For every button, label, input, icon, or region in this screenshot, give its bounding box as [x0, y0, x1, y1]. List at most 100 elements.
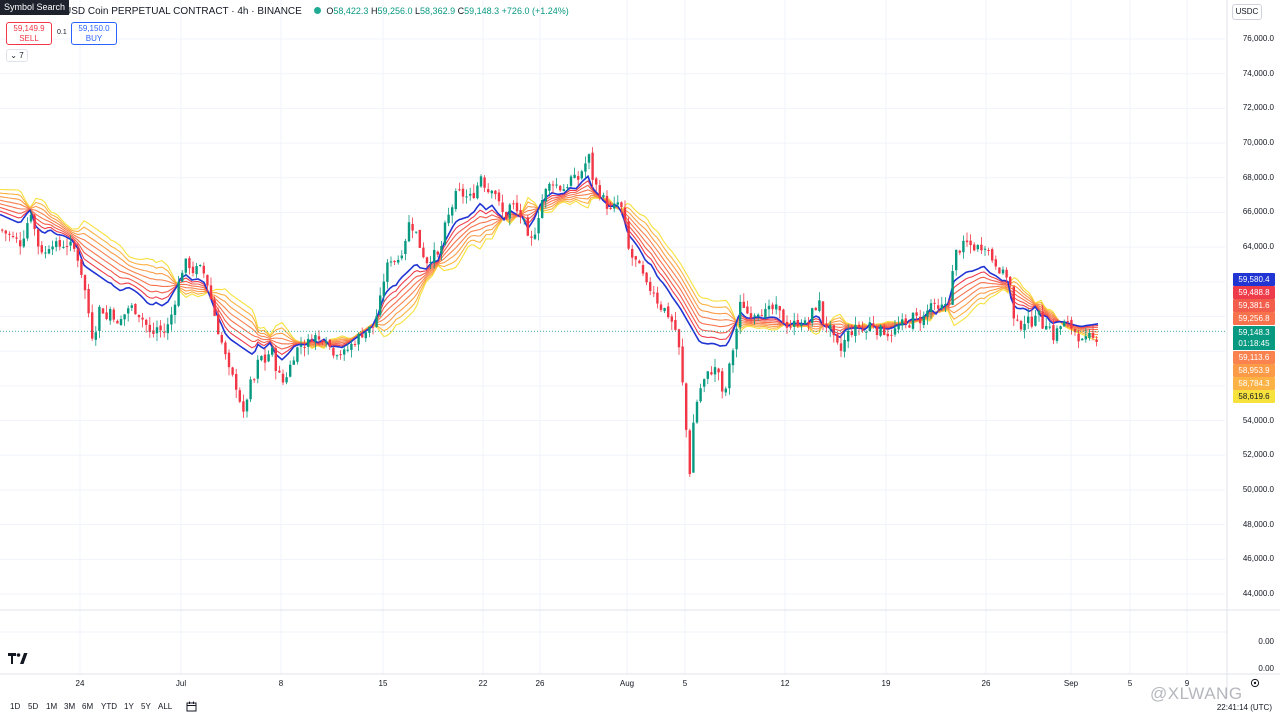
candle-body	[69, 241, 72, 246]
candle-body	[580, 171, 583, 179]
candle-body	[836, 334, 839, 343]
buy-button[interactable]: 59,150.0 BUY	[71, 22, 117, 45]
candle-body	[530, 236, 533, 238]
symbol-legend[interactable]: USD Coin PERPETUAL CONTRACT · 4h · BINAN…	[64, 4, 569, 19]
candle-body	[1027, 316, 1030, 324]
price-axis-tick: 54,000.0	[1242, 415, 1274, 425]
range-all-button[interactable]: ALL	[158, 702, 173, 711]
candle-body	[613, 203, 616, 209]
symbol-title[interactable]: USD Coin PERPETUAL CONTRACT · 4h · BINAN…	[64, 6, 302, 17]
candle-body	[40, 245, 43, 253]
candle-body	[19, 240, 22, 247]
candle-body	[4, 230, 7, 234]
last-price-tag: 59,148.3	[1233, 326, 1275, 339]
candle-body	[1091, 332, 1095, 338]
candle-body	[382, 281, 385, 296]
candle-body	[785, 321, 789, 328]
candle-body	[87, 288, 90, 314]
indicators-toggle[interactable]: ⌄ 7	[6, 49, 28, 62]
ema-price-tag: 59,113.6	[1233, 351, 1275, 364]
candle-body	[253, 379, 256, 381]
price-axis-tick: 50,000.0	[1242, 484, 1274, 494]
candle-body	[335, 355, 339, 357]
candle-body	[1009, 276, 1012, 286]
calendar-icon[interactable]	[186, 701, 197, 712]
candle-body	[490, 190, 493, 194]
timezone-clock[interactable]: 22:41:14 (UTC)	[1216, 703, 1272, 712]
candle-body	[1059, 326, 1062, 330]
range-5d-button[interactable]: 5D	[28, 702, 39, 711]
candle-body	[645, 272, 648, 283]
candle-body	[515, 202, 519, 212]
currency-selector[interactable]: USDC	[1232, 4, 1262, 20]
range-6m-button[interactable]: 6M	[82, 702, 94, 711]
candle-body	[638, 260, 641, 264]
watermark: @XLWANG	[1150, 684, 1243, 703]
candle-body	[717, 368, 720, 373]
range-5y-button[interactable]: 5Y	[141, 702, 151, 711]
range-1m-button[interactable]: 1M	[46, 702, 58, 711]
candle-body	[62, 246, 65, 248]
candle-body	[681, 346, 684, 383]
candle-body	[947, 302, 951, 304]
candle-body	[361, 334, 364, 338]
candle-body	[739, 301, 742, 328]
chevron-down-icon: ⌄	[10, 51, 17, 60]
candle-body	[22, 238, 25, 247]
candle-body	[922, 315, 925, 325]
pane-separator[interactable]	[0, 0, 1280, 698]
candle-body	[933, 302, 936, 304]
candle-body	[116, 320, 119, 324]
candle-body	[407, 222, 411, 242]
price-axis-tick: 74,000.0	[1242, 68, 1274, 78]
candle-body	[929, 303, 933, 312]
candle-body	[73, 243, 76, 249]
candle-body	[404, 240, 407, 254]
candle-body	[400, 255, 403, 259]
date-axis-tick: 19	[881, 679, 891, 688]
candle-body	[55, 241, 58, 248]
candle-body	[238, 390, 241, 402]
range-1d-button[interactable]: 1D	[10, 702, 21, 711]
candle-body	[591, 152, 594, 180]
range-1y-button[interactable]: 1Y	[124, 702, 134, 711]
candle-body	[969, 240, 972, 246]
candle-body	[173, 304, 177, 315]
candle-body	[292, 360, 295, 365]
candle-body	[1030, 316, 1033, 327]
sell-button[interactable]: 59,149.9 SELL	[6, 22, 52, 45]
date-axis-tick: 5	[682, 679, 688, 688]
candle-body	[1077, 333, 1080, 342]
candle-body	[1070, 319, 1073, 329]
candle-body	[587, 154, 591, 163]
candle-body	[901, 319, 904, 326]
candle-body	[512, 203, 515, 205]
candle-body	[944, 304, 947, 306]
candle-body	[231, 367, 234, 375]
candle-body	[656, 292, 659, 304]
candle-body	[807, 322, 810, 324]
candle-body	[134, 304, 137, 315]
candle-body	[418, 229, 421, 248]
date-axis-tick: 22	[478, 679, 488, 688]
range-3m-button[interactable]: 3M	[64, 702, 76, 711]
candle-body	[523, 219, 526, 221]
candle-body	[753, 315, 756, 317]
candle-body	[91, 312, 94, 339]
candle-body	[742, 301, 745, 308]
price-change: +726.0 (+1.24%)	[501, 6, 569, 16]
candle-body	[181, 272, 184, 282]
price-axis-tick: 68,000.0	[1242, 172, 1274, 182]
tradingview-logo-icon[interactable]	[8, 653, 28, 664]
range-ytd-button[interactable]: YTD	[101, 702, 117, 711]
candle-body	[1023, 323, 1026, 331]
candle-body	[1063, 321, 1066, 327]
candle-body	[83, 275, 87, 291]
candle-body	[670, 316, 673, 322]
candle-body	[188, 258, 191, 269]
candle-body	[159, 325, 162, 331]
candle-body	[976, 245, 979, 250]
candle-body	[289, 364, 292, 377]
gear-icon[interactable]	[1250, 678, 1260, 688]
